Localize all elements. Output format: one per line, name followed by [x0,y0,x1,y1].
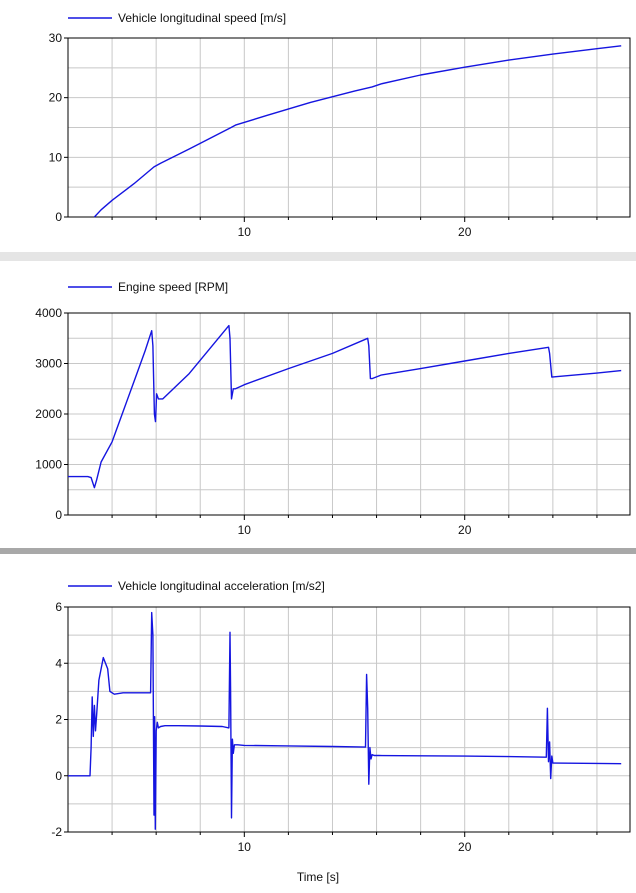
x-tick-label: 10 [238,225,252,239]
engine-speed-chart-panel: 0 1000 2000 3000 4000 10 20 Engine speed [RPM] [0,262,636,548]
acceleration-chart-panel: -2 0 2 4 6 10 20 Vehicle longitudinal accelerat… [0,556,636,888]
y-tick-label: 4000 [35,306,62,320]
y-tick-label: 1000 [35,458,62,472]
panel-separator [0,252,636,261]
y-tick-label: 0 [55,769,62,783]
legend-label: Vehicle longitudinal acceleration [m/s2] [118,579,325,593]
series-line [93,45,622,218]
series-line [68,611,622,830]
y-tick-label: 3000 [35,357,62,371]
legend-label: Engine speed [RPM] [118,280,228,294]
x-tick-label: 10 [238,840,252,854]
panel-separator-splitter[interactable] [0,548,636,554]
speed-chart: 0 10 20 30 10 20 Vehicle longitudinal speed [m… [49,11,631,239]
acceleration-chart: -2 0 2 4 6 10 20 Vehicle longitudinal accelerat… [51,579,631,854]
y-tick-label: 30 [49,31,63,45]
x-tick-label: 10 [238,523,252,537]
y-tick-label: 2000 [35,407,62,421]
y-tick-label: 2 [55,713,62,727]
x-tick-label: 20 [458,840,472,854]
y-tick-label: 6 [55,600,62,614]
plot-frame [67,37,631,218]
y-tick-label: 0 [55,210,62,224]
x-tick-label: 20 [458,225,472,239]
y-tick-label: 20 [49,91,63,105]
y-tick-label: 10 [49,150,63,164]
engine-speed-chart: 0 1000 2000 3000 4000 10 20 Engine speed [RPM] [35,280,631,537]
series-line [68,324,622,489]
x-axis-label: Time [s] [296,870,340,884]
speed-chart-panel: 0 10 20 30 10 20 Vehicle longitudinal speed [m… [0,0,636,252]
y-tick-label: 4 [55,656,62,670]
x-tick-label: 20 [458,523,472,537]
legend-label: Vehicle longitudinal speed [m/s] [118,11,286,25]
y-tick-label: -2 [51,825,62,839]
y-tick-label: 0 [55,508,62,522]
